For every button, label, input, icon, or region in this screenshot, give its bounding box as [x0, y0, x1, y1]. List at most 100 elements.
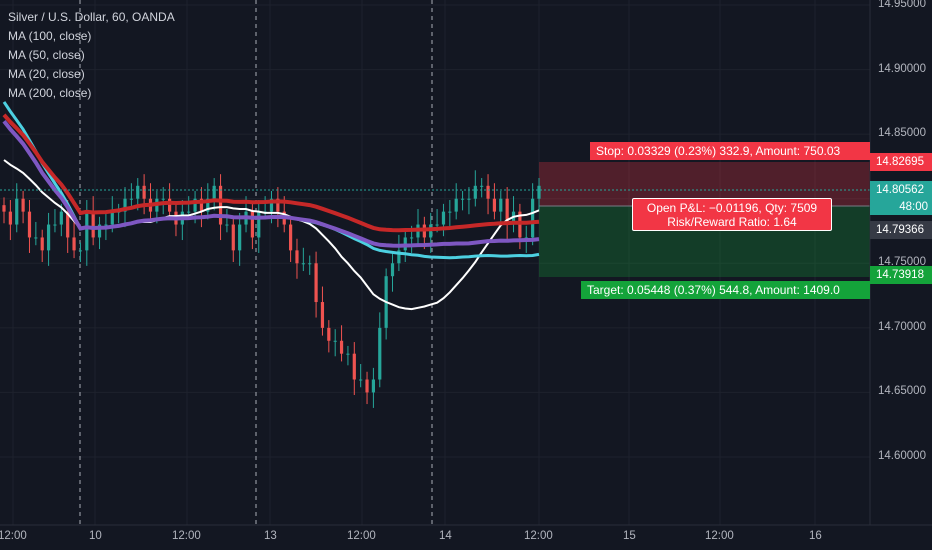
candle-body — [212, 185, 216, 199]
candle-body — [499, 198, 503, 212]
candle-body — [473, 185, 477, 199]
chart-legend: Silver / U.S. Dollar, 60, OANDA MA (100,… — [8, 8, 175, 103]
time-tick-label: 12:00 — [705, 530, 734, 542]
candle-body — [193, 198, 197, 212]
candle-body — [333, 340, 337, 342]
candle-body — [257, 211, 261, 238]
candle-body — [537, 185, 541, 199]
candle-body — [34, 237, 38, 239]
time-tick-label: 10 — [89, 530, 102, 542]
target-label[interactable]: Target: 0.05448 (0.37%) 544.8, Amount: 1… — [581, 281, 870, 299]
candle-body — [454, 198, 458, 212]
candle-body — [8, 211, 12, 225]
time-tick-label: 12:00 — [347, 530, 376, 542]
candle-body — [97, 224, 102, 238]
candle-body — [123, 198, 127, 212]
candle-body — [390, 263, 395, 277]
price-tick-label: 14.65000 — [878, 385, 926, 398]
candle-body — [199, 198, 204, 212]
candle-body — [104, 224, 108, 226]
candle-body — [161, 198, 165, 200]
candle-body — [448, 211, 452, 213]
candle-body — [72, 237, 76, 251]
candle-body — [314, 263, 318, 303]
candle-body — [2, 205, 6, 212]
candle-body — [225, 224, 229, 226]
candle-body — [505, 198, 509, 225]
candle-body — [40, 237, 44, 251]
ma-purple-line — [2, 119, 540, 248]
time-tick-label: 13 — [264, 530, 277, 542]
time-tick-label: 12:00 — [0, 530, 27, 542]
candle-body — [59, 211, 63, 225]
stop-label[interactable]: Stop: 0.03329 (0.23%) 332.9, Amount: 750… — [590, 142, 870, 160]
candle-body — [66, 211, 70, 238]
candle-body — [480, 185, 484, 187]
time-tick-label: 14 — [439, 530, 452, 542]
open-pl-box[interactable]: Open P&L: −0.01196, Qty: 7509 Risk/Rewar… — [632, 198, 832, 231]
indicator-ma200[interactable]: MA (200, close) — [8, 86, 92, 100]
candle-body — [27, 211, 32, 238]
candle-body — [15, 198, 19, 225]
price-tick-label: 14.85000 — [878, 127, 926, 140]
candle-body — [531, 198, 535, 238]
candle-body — [110, 211, 114, 225]
price-tick-label: 14.70000 — [878, 320, 926, 333]
candle-body — [327, 327, 331, 341]
candle-body — [308, 263, 312, 265]
candle-body — [231, 224, 235, 251]
candle-body — [46, 224, 51, 251]
candle-body — [250, 211, 254, 238]
candle-body — [167, 198, 172, 212]
price-tick-label: 14.75000 — [878, 256, 926, 269]
indicator-ma100[interactable]: MA (100, close) — [8, 29, 92, 43]
candle-body — [295, 250, 299, 264]
risk-reward-text: Risk/Reward Ratio: 1.64 — [667, 215, 797, 229]
candle-body — [397, 250, 401, 264]
candle-body — [53, 224, 57, 226]
candle-body — [136, 185, 140, 199]
candle-body — [269, 198, 274, 212]
indicator-ma20[interactable]: MA (20, close) — [8, 67, 85, 81]
symbol-title[interactable]: Silver / U.S. Dollar, 60, OANDA — [8, 10, 175, 24]
candle-body — [129, 198, 133, 200]
candle-body — [301, 263, 305, 265]
current-price-tag: 14.80562 — [870, 181, 932, 199]
candle-body — [410, 237, 414, 239]
candle-body — [21, 198, 25, 212]
candle-body — [85, 211, 89, 251]
entry-price-tag: 14.79366 — [870, 221, 932, 239]
candle-body — [218, 185, 223, 225]
stop-price-tag: 14.82695 — [870, 153, 932, 171]
candle-body — [371, 379, 376, 393]
ma-red-line — [2, 113, 540, 233]
candle-body — [142, 185, 146, 199]
candle-body — [486, 185, 490, 199]
candle-body — [441, 211, 446, 225]
candle-body — [206, 198, 210, 212]
candle-body — [359, 379, 363, 381]
candle-body — [460, 198, 465, 200]
candle-body — [352, 353, 356, 380]
candle-body — [91, 211, 95, 238]
candle-body — [276, 198, 280, 212]
candle-body — [378, 327, 382, 380]
candle-body — [467, 198, 471, 200]
candle-body — [320, 302, 325, 328]
open-pl-text: Open P&L: −0.01196, Qty: 7509 — [646, 201, 818, 215]
candle-body — [289, 224, 293, 251]
grid-lines — [0, 0, 870, 525]
candle-body — [339, 340, 344, 354]
candle-body — [187, 211, 191, 213]
time-tick-label: 16 — [809, 530, 822, 542]
candle-body — [346, 353, 350, 355]
indicator-ma50[interactable]: MA (50, close) — [8, 48, 85, 62]
countdown-tag: 48:00 — [870, 199, 932, 215]
time-tick-label: 12:00 — [524, 530, 553, 542]
time-tick-label: 12:00 — [172, 530, 201, 542]
candle-body — [435, 224, 439, 226]
price-tick-label: 14.90000 — [878, 62, 926, 75]
moving-averages — [2, 101, 540, 311]
candle-body — [78, 250, 83, 252]
price-tick-label: 14.60000 — [878, 450, 926, 462]
